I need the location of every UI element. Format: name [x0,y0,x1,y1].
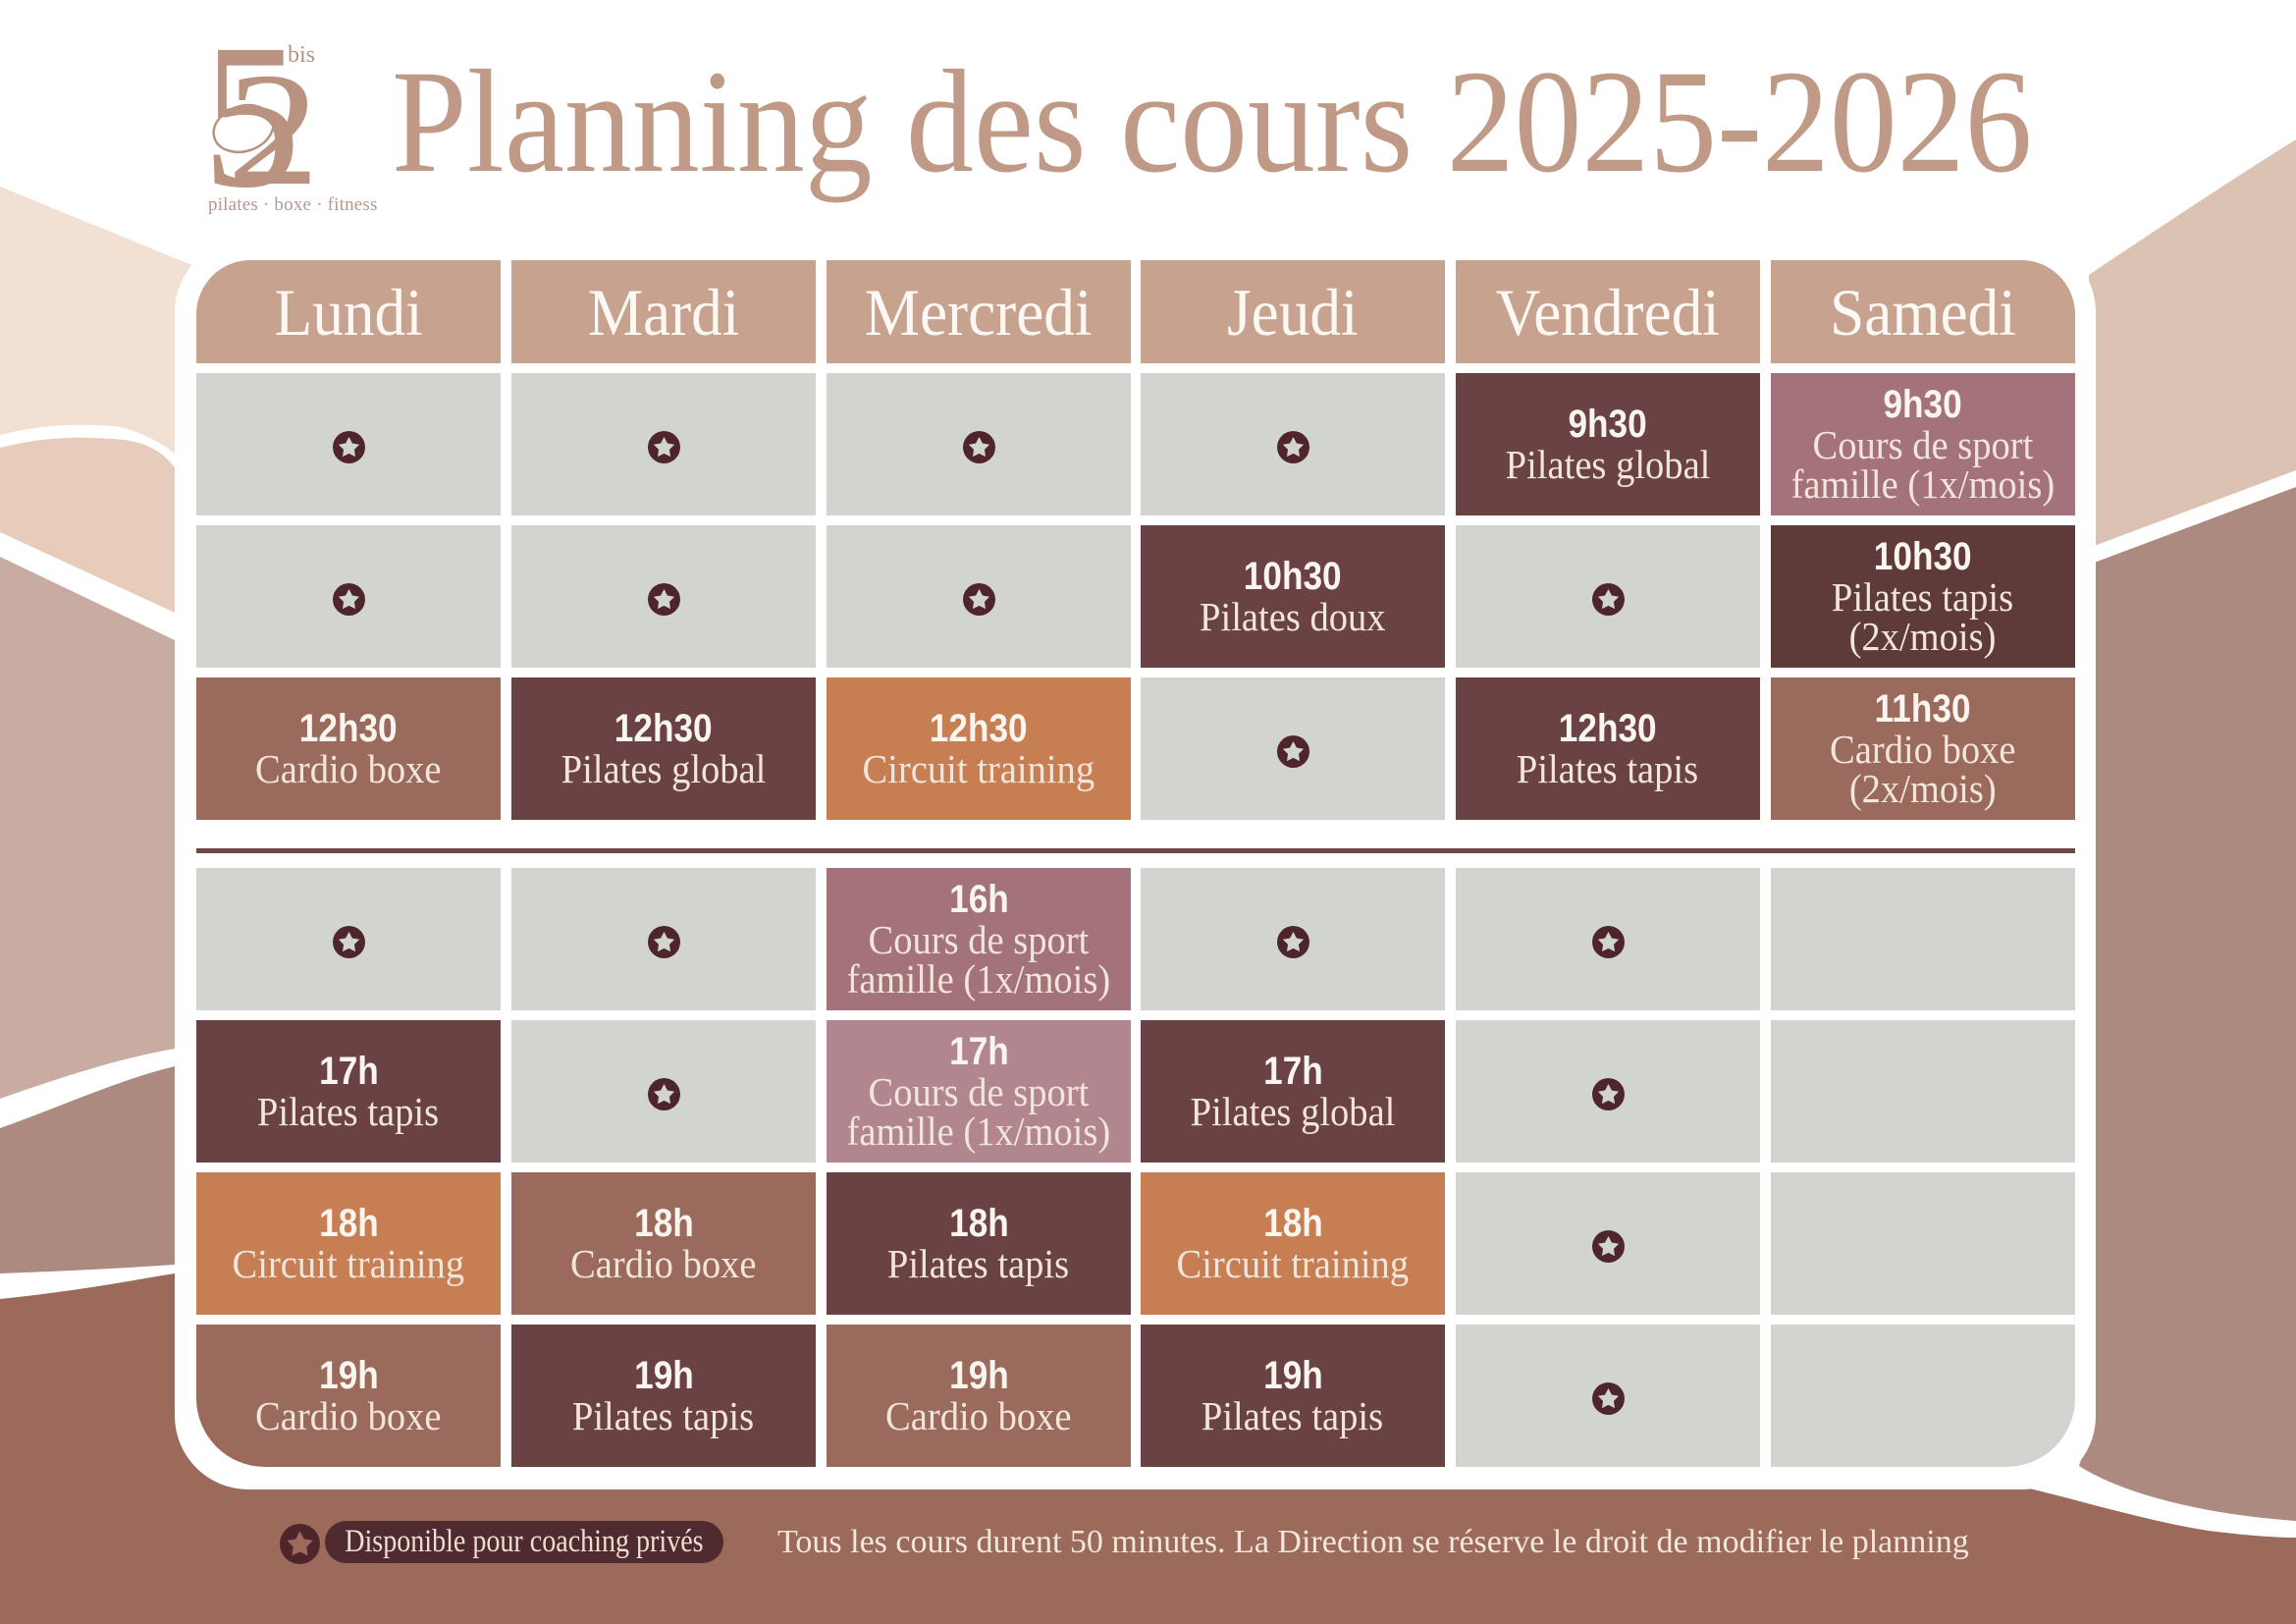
svg-text:pilates · boxe · fitness: pilates · boxe · fitness [208,194,378,215]
svg-text:bis: bis [288,42,315,68]
svg-text:5: 5 [202,29,300,226]
